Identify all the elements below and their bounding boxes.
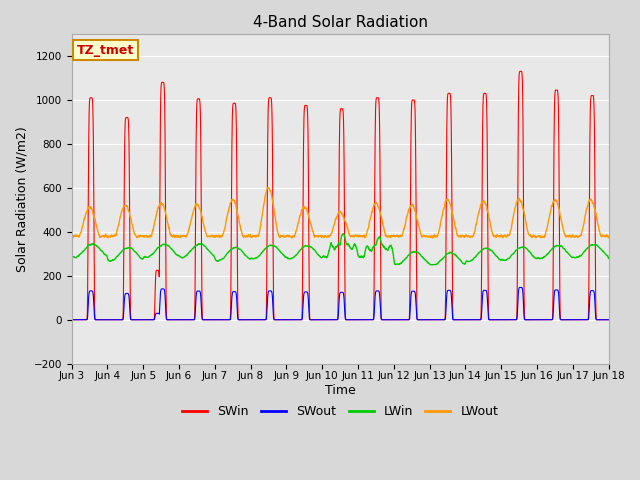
SWin [516,69,524,74]
LWin [428,262,435,268]
Line: LWout: LWout [72,188,609,238]
SWout [554,287,561,293]
SWin [183,317,191,323]
SWout [605,317,612,323]
Line: SWin: SWin [72,72,609,320]
SWin [605,317,612,323]
LWin [339,231,347,237]
LWout [68,234,76,240]
SWin [554,89,561,95]
LWout [183,232,191,238]
Line: SWout: SWout [72,288,609,320]
LWin [183,252,191,258]
LWout [605,235,612,240]
SWout [402,317,410,323]
SWout [392,317,400,323]
Y-axis label: Solar Radiation (W/m2): Solar Radiation (W/m2) [15,126,28,272]
SWin [68,317,76,323]
SWin [392,317,400,323]
SWout [605,317,612,323]
LWout [605,235,612,241]
LWout [392,233,400,239]
SWin [402,317,410,323]
LWout [402,218,410,224]
Legend: SWin, SWout, LWin, LWout: SWin, SWout, LWin, LWout [177,400,503,423]
SWout [183,317,191,323]
SWout [68,317,76,323]
SWin [218,317,225,323]
LWin [402,255,410,261]
LWout [264,185,272,191]
Text: TZ_tmet: TZ_tmet [77,44,134,57]
LWin [68,254,76,260]
Title: 4-Band Solar Radiation: 4-Band Solar Radiation [253,15,428,30]
LWout [218,233,225,239]
LWout [429,235,436,241]
LWin [392,262,400,267]
SWout [516,285,524,290]
Line: LWin: LWin [72,234,609,265]
SWin [605,317,612,323]
SWout [218,317,225,323]
LWin [218,256,225,262]
LWin [605,255,612,261]
X-axis label: Time: Time [324,384,355,397]
LWin [554,243,562,249]
LWout [554,202,562,208]
LWin [605,255,612,261]
